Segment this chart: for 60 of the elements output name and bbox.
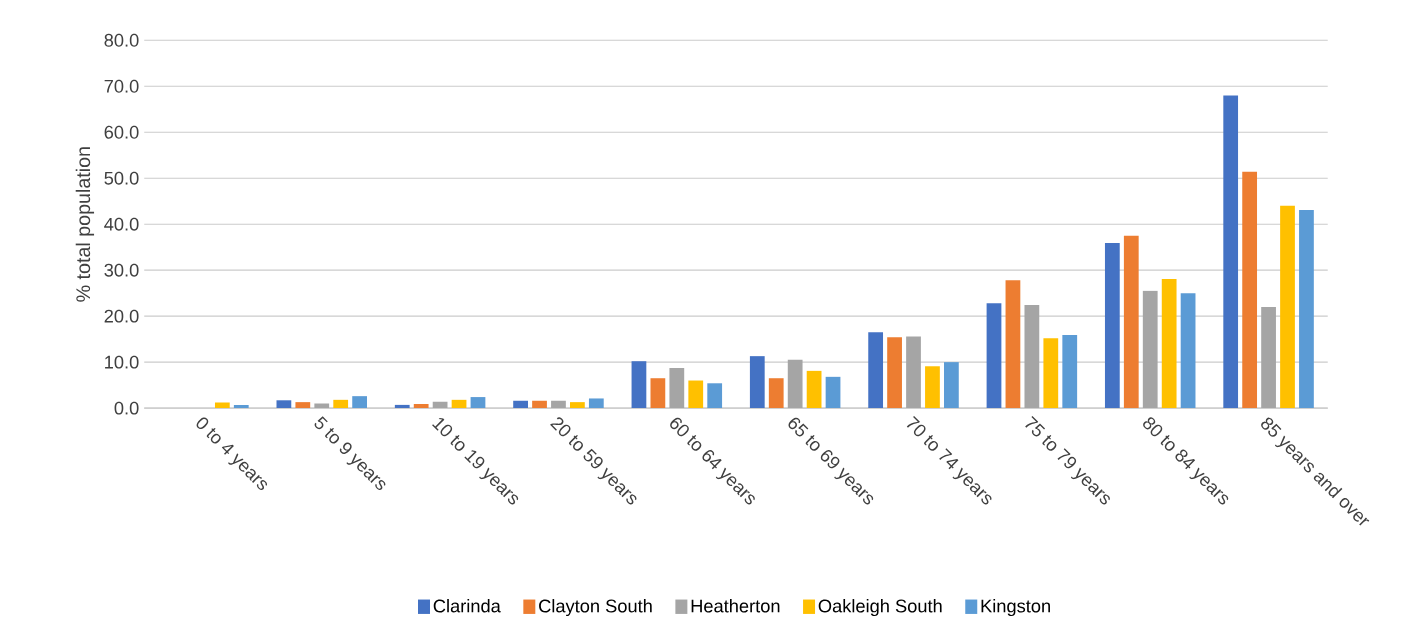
- bar: [806, 370, 822, 408]
- bar: [749, 356, 765, 408]
- bar: [768, 378, 784, 408]
- bar: [650, 378, 666, 408]
- bar: [1123, 235, 1139, 408]
- bar: [451, 399, 467, 408]
- bar: [1043, 338, 1059, 408]
- bar: [707, 383, 723, 408]
- y-tick-label: 40.0: [104, 217, 139, 231]
- bar: [1261, 306, 1276, 408]
- legend-label: Heatherton: [691, 598, 780, 613]
- legend-label: Kingston: [981, 598, 1050, 616]
- bar: [214, 402, 230, 408]
- bar: [1299, 209, 1314, 408]
- bar: [1223, 95, 1239, 408]
- y-tick-label: 70.0: [104, 79, 139, 93]
- bar: [986, 303, 1002, 408]
- bar: [669, 367, 685, 408]
- bar: [631, 361, 647, 408]
- bar: [1005, 280, 1021, 408]
- bar: [394, 404, 410, 408]
- bar: [1242, 171, 1258, 408]
- bar: [295, 401, 311, 408]
- bar: [513, 400, 528, 408]
- bar: [906, 336, 921, 408]
- legend-label: Oakleigh South: [818, 598, 942, 616]
- y-tick-label: 0.0: [114, 401, 139, 415]
- bar: [887, 337, 902, 408]
- bar: [825, 376, 841, 408]
- bar: [1024, 304, 1040, 408]
- bar: [868, 332, 884, 408]
- legend-label: Clayton South: [539, 598, 652, 616]
- y-axis-title: % total population: [75, 147, 95, 302]
- y-tick-label: 10.0: [105, 355, 139, 369]
- bar: [276, 400, 292, 408]
- y-tick-label: 60.0: [104, 125, 139, 139]
- bar: [925, 366, 940, 408]
- bar: [588, 398, 604, 408]
- bar: [1180, 293, 1196, 408]
- bar: [1104, 242, 1120, 408]
- bar: [413, 403, 429, 408]
- bar: [233, 404, 249, 408]
- bar: [1280, 205, 1295, 408]
- bar: [1062, 334, 1078, 408]
- bar: [551, 400, 566, 408]
- bar: [352, 396, 368, 408]
- bar: [470, 396, 486, 408]
- y-tick-label: 20.0: [104, 309, 139, 323]
- bar: [532, 400, 547, 408]
- bar: [1161, 278, 1177, 408]
- y-tick-label: 30.0: [104, 263, 139, 277]
- y-tick-label: 50.0: [104, 171, 139, 185]
- y-tick-label: 80.0: [104, 33, 139, 47]
- bar: [688, 380, 704, 408]
- bar: [570, 401, 585, 408]
- bar: [787, 359, 803, 408]
- bar: [944, 361, 959, 408]
- bar: [1142, 290, 1158, 408]
- bar: [333, 399, 349, 408]
- legend-label: Clarinda: [433, 598, 501, 613]
